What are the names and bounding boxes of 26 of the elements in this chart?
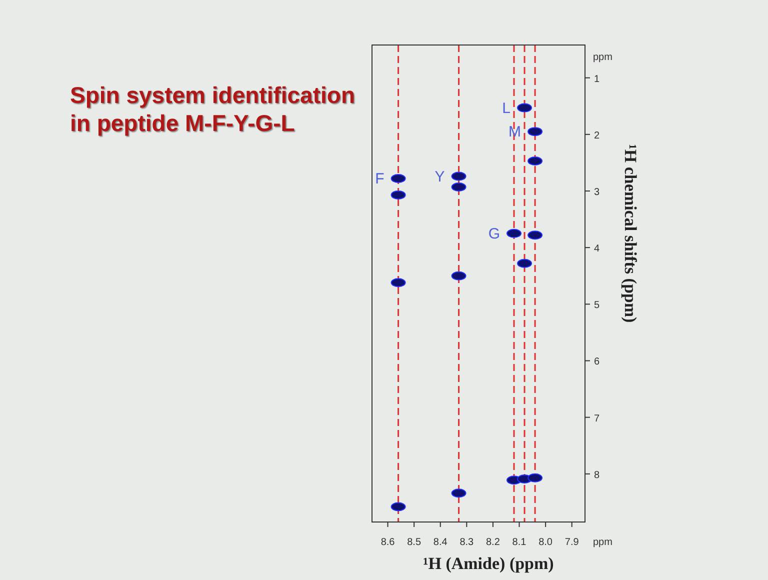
- series-label: G: [488, 225, 500, 242]
- series-label: M: [508, 124, 522, 141]
- x-tick-label: 8.0: [538, 537, 553, 548]
- y-tick-label: 8: [594, 470, 600, 481]
- y-tick-label: 1: [594, 74, 600, 85]
- y-tick-label: 4: [594, 244, 600, 255]
- x-tick-label: 8.2: [486, 537, 500, 548]
- x-tick-label: 8.1: [512, 537, 527, 548]
- x-tick-label: 8.6: [380, 537, 396, 548]
- series-label: F: [375, 170, 384, 188]
- series-label: L: [502, 100, 511, 117]
- y-tick-label: 3: [594, 186, 600, 198]
- text: ppm: [593, 537, 612, 548]
- x-tick-label: 8.5: [407, 537, 422, 548]
- y-tick-label: 7: [594, 413, 600, 424]
- x-axis-title: ¹H (Amide) (ppm): [423, 554, 554, 573]
- y-tick-label: 6: [594, 356, 600, 368]
- x-tick-label: 7.9: [564, 537, 580, 548]
- x-tick-label: 8.4: [433, 537, 448, 548]
- y-tick-label: 5: [594, 300, 600, 312]
- y-axis-title: ¹H chemical shifts (ppm): [621, 144, 640, 323]
- text: ppm: [593, 52, 612, 63]
- y-tick-label: 2: [594, 130, 600, 142]
- series-label: Y: [434, 168, 445, 186]
- x-tick-label: 8.3: [460, 537, 474, 548]
- text: Spin system identification in peptide M-F-Y-G-L: [70, 82, 355, 136]
